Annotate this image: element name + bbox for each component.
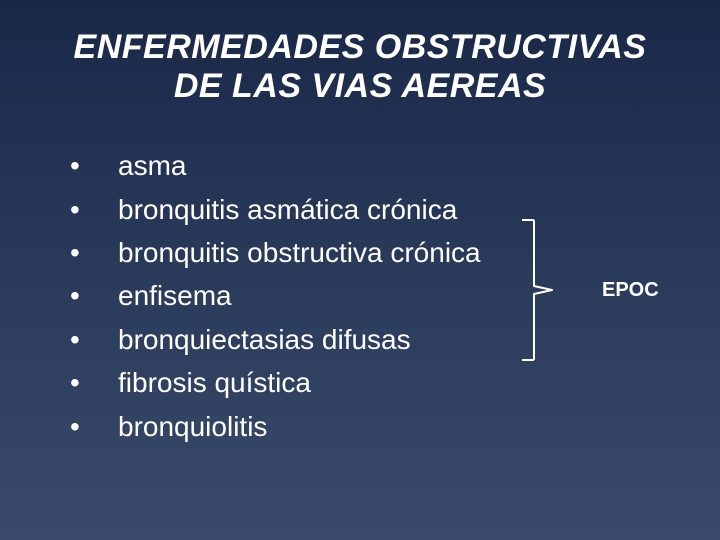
title-line-1: ENFERMEDADES OBSTRUCTIVAS [74,28,647,66]
annotation-label: EPOC [602,279,659,302]
title-line-2: DE LAS VIAS AEREAS [174,67,546,105]
list-item: bronquiolitis [70,405,690,448]
slide: ENFERMEDADES OBSTRUCTIVAS DE LAS VIAS AE… [0,0,720,540]
bracket-icon [522,216,602,366]
content-area: asma bronquitis asmática crónica bronqui… [30,144,690,448]
list-item: fibrosis quística [70,361,690,404]
slide-title: ENFERMEDADES OBSTRUCTIVAS DE LAS VIAS AE… [30,28,690,106]
list-item: asma [70,144,690,187]
